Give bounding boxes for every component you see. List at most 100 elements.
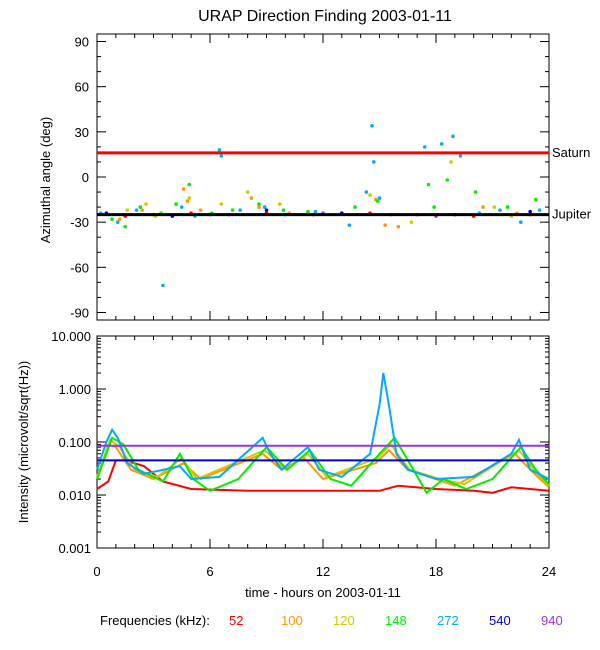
azimuth-point (432, 205, 436, 209)
time-x-tick-label: 18 (429, 564, 443, 579)
time-x-tick-label: 12 (316, 564, 330, 579)
azimuth-series-148 (110, 178, 538, 229)
azimuth-point (445, 178, 450, 182)
azimuth-y-tick-label: -60 (70, 260, 89, 275)
intensity-y-ticks: 10.000 1.000 0.100 0.010 0.001 (51, 329, 549, 556)
time-x-tick-label: 24 (542, 564, 556, 579)
frequency-940-label: 940 (541, 613, 563, 628)
azimuth-point (505, 205, 510, 209)
jupiter-label: Jupiter (552, 207, 592, 222)
azimuth-point (125, 208, 129, 212)
azimuth-point (518, 220, 523, 224)
intensity-y-tick-label: 0.010 (58, 488, 91, 503)
azimuth-point (161, 283, 165, 288)
intensity-plot-frame (96, 335, 550, 549)
intensity-y-tick-label: 10.000 (51, 329, 91, 344)
azimuth-point (262, 205, 267, 209)
azimuth-point (134, 208, 139, 212)
azimuth-point (368, 193, 372, 197)
azimuth-point (449, 160, 453, 164)
azimuth-point (238, 208, 242, 212)
azimuth-y-tick-label: 0 (82, 170, 89, 185)
azimuth-point (257, 205, 261, 209)
time-x-axis-label: time - hours on 2003-01-11 (245, 585, 401, 600)
azimuth-point (219, 154, 224, 158)
frequency-52-label: 52 (229, 613, 243, 628)
azimuth-point (396, 224, 401, 229)
azimuth-series (98, 124, 542, 288)
time-x-tick-label: 6 (206, 564, 213, 579)
azimuth-point (426, 182, 431, 187)
azimuth-point (245, 190, 250, 194)
azimuth-panel: 90 60 30 0 -30 -60 -90 Saturn Jupiter Azimuthal… (38, 33, 592, 321)
azimuth-point (528, 209, 532, 214)
intensity-series-148 (96, 436, 550, 495)
azimuth-point (140, 208, 144, 212)
azimuth-point (313, 209, 318, 214)
frequency-legend-label: Frequencies (kHz): (100, 613, 210, 628)
azimuth-y-tick-label: 30 (75, 125, 89, 140)
azimuth-series-100 (117, 187, 519, 229)
azimuth-point (249, 196, 254, 200)
chart-title: URAP Direction Finding 2003-01-11 (198, 8, 452, 25)
azimuth-y-ticks: 90 60 30 0 -30 -60 -90 (70, 35, 549, 320)
frequency-legend: Frequencies (kHz): 52 100 120 148 272 540 940 (100, 613, 563, 628)
azimuth-point (481, 205, 485, 209)
azimuth-series-540 (104, 208, 532, 218)
azimuth-point (364, 190, 369, 194)
azimuth-point (375, 199, 380, 203)
intensity-panel: 10.000 1.000 0.100 0.010 0.001 0 6 12 18 24 Inte… (16, 329, 556, 600)
intensity-y-tick-label: 0.100 (58, 435, 91, 450)
azimuth-point (370, 124, 374, 128)
azimuth-point (353, 205, 357, 209)
azimuth-point (115, 220, 120, 224)
azimuth-point (138, 205, 143, 209)
azimuth-point (123, 224, 128, 229)
azimuth-point (492, 205, 497, 209)
intensity-series-120 (96, 438, 550, 487)
intensity-y-tick-label: 1.000 (58, 382, 91, 397)
frequency-148-label: 148 (385, 613, 407, 628)
frequency-272-label: 272 (437, 613, 459, 628)
azimuth-point (144, 202, 148, 206)
azimuth-point (277, 202, 282, 206)
frequency-540-label: 540 (489, 613, 511, 628)
azimuth-point (473, 190, 478, 194)
azimuth-point (383, 223, 387, 227)
azimuth-x-ticks (96, 34, 550, 320)
azimuth-y-tick-label: 60 (75, 80, 89, 95)
azimuth-point (451, 134, 455, 139)
azimuth-point (498, 208, 502, 212)
azimuth-point (439, 142, 444, 146)
azimuth-point (187, 196, 192, 200)
azimuth-point (110, 217, 114, 221)
azimuth-point (347, 223, 352, 227)
azimuth-point (377, 196, 382, 200)
reference-lines: Saturn Jupiter (97, 145, 592, 222)
azimuth-point (187, 182, 192, 187)
azimuth-point (219, 202, 224, 206)
azimuth-point (117, 217, 122, 221)
intensity-x-ticks: 0 6 12 18 24 (93, 336, 556, 579)
intensity-y-tick-label: 0.001 (58, 541, 91, 556)
azimuth-series-120 (125, 160, 514, 224)
azimuth-point (264, 208, 269, 212)
frequency-120-label: 120 (333, 613, 355, 628)
azimuth-point (185, 199, 190, 203)
azimuth-point (306, 209, 310, 214)
time-x-tick-label: 0 (93, 564, 100, 579)
azimuth-point (281, 208, 286, 212)
azimuth-plot-frame (96, 33, 550, 321)
azimuth-y-tick-label: -90 (70, 305, 89, 320)
azimuth-point (534, 197, 538, 202)
azimuth-y-tick-label: -30 (70, 215, 89, 230)
saturn-label: Saturn (552, 145, 590, 160)
azimuth-point (422, 145, 427, 149)
azimuth-point (372, 160, 376, 164)
azimuth-point (458, 154, 463, 158)
azimuth-point (537, 208, 542, 212)
azimuth-point (179, 205, 184, 209)
azimuth-y-axis-label: Azimuthal angle (deg) (38, 117, 53, 243)
intensity-series (96, 372, 550, 495)
